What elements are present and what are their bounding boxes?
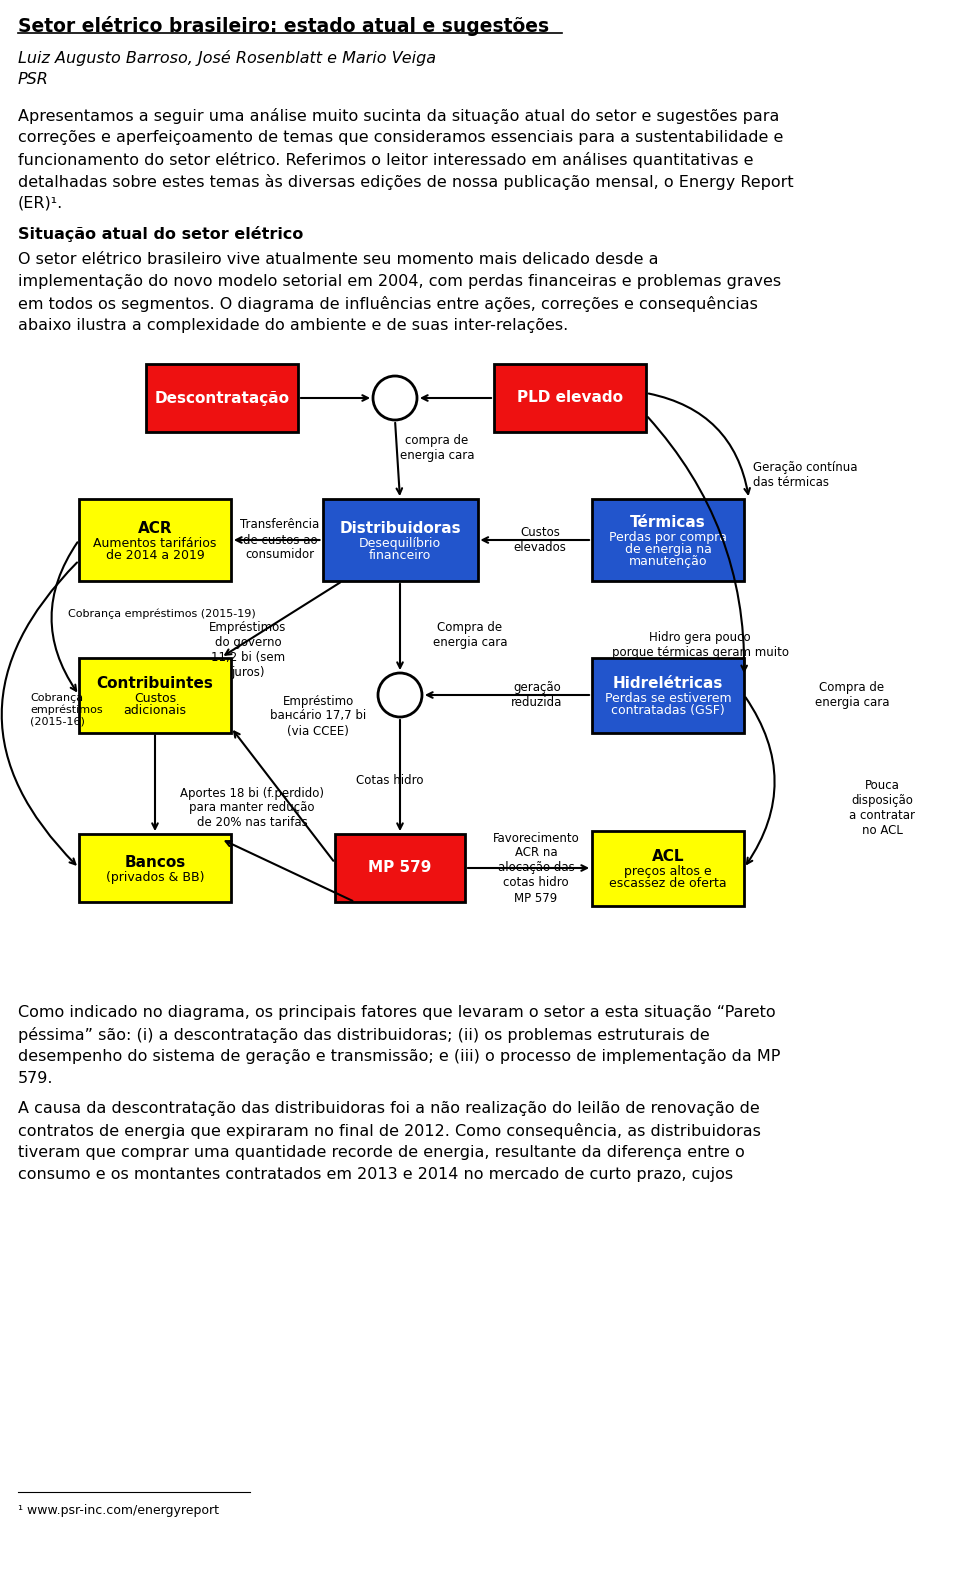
Text: Favorecimento
ACR na
alocação das
cotas hidro
MP 579: Favorecimento ACR na alocação das cotas … bbox=[492, 831, 580, 905]
Text: financeiro: financeiro bbox=[369, 549, 431, 562]
Text: Aportes 18 bi (f.perdido)
para manter redução
de 20% nas tarifas: Aportes 18 bi (f.perdido) para manter re… bbox=[180, 787, 324, 829]
Text: Contribuintes: Contribuintes bbox=[97, 675, 213, 691]
Text: ¹ www.psr-inc.com/energyreport: ¹ www.psr-inc.com/energyreport bbox=[18, 1505, 219, 1517]
Text: Descontratação: Descontratação bbox=[155, 390, 290, 406]
Text: detalhadas sobre estes temas às diversas edições de nossa publicação mensal, o E: detalhadas sobre estes temas às diversas… bbox=[18, 175, 794, 190]
Text: geração
reduzida: geração reduzida bbox=[512, 682, 563, 708]
Text: A causa da descontratação das distribuidoras foi a não realização do leilão de r: A causa da descontratação das distribuid… bbox=[18, 1100, 759, 1116]
Text: Perdas por compra: Perdas por compra bbox=[609, 530, 727, 545]
FancyBboxPatch shape bbox=[592, 831, 744, 905]
FancyBboxPatch shape bbox=[79, 658, 231, 732]
Text: MP 579: MP 579 bbox=[369, 861, 432, 875]
Text: Aumentos tarifários: Aumentos tarifários bbox=[93, 537, 217, 549]
Text: de energia na: de energia na bbox=[625, 543, 711, 556]
Text: O setor elétrico brasileiro vive atualmente seu momento mais delicado desde a: O setor elétrico brasileiro vive atualme… bbox=[18, 252, 659, 268]
Text: Compra de
energia cara: Compra de energia cara bbox=[433, 622, 507, 648]
Text: Situação atual do setor elétrico: Situação atual do setor elétrico bbox=[18, 227, 303, 242]
Text: abaixo ilustra a complexidade do ambiente e de suas inter-relações.: abaixo ilustra a complexidade do ambient… bbox=[18, 318, 568, 334]
Text: em todos os segmentos. O diagrama de influências entre ações, correções e conseq: em todos os segmentos. O diagrama de inf… bbox=[18, 296, 757, 312]
Text: ACR: ACR bbox=[137, 521, 172, 535]
Text: 579.: 579. bbox=[18, 1070, 54, 1086]
Text: Custos
elevados: Custos elevados bbox=[514, 526, 566, 554]
Text: manutenção: manutenção bbox=[629, 554, 708, 568]
Text: Perdas se estiverem: Perdas se estiverem bbox=[605, 693, 732, 705]
Text: correções e aperfeiçoamento de temas que consideramos essenciais para a sustenta: correções e aperfeiçoamento de temas que… bbox=[18, 131, 783, 145]
Text: Transferência
de custos ao
consumidor: Transferência de custos ao consumidor bbox=[240, 518, 320, 562]
Text: ACL: ACL bbox=[652, 848, 684, 864]
Text: Empréstimo
bанcário 17,7 bi
(via CCEE): Empréstimo bанcário 17,7 bi (via CCEE) bbox=[270, 694, 366, 738]
Text: Geração contínua
das térmicas: Geração contínua das térmicas bbox=[753, 461, 857, 490]
Text: implementação do novo modelo setorial em 2004, com perdas financeiras e problema: implementação do novo modelo setorial em… bbox=[18, 274, 781, 290]
Text: Pouca
disposição
a contratar
no ACL: Pouca disposição a contratar no ACL bbox=[849, 779, 915, 837]
Text: Térmicas: Térmicas bbox=[630, 515, 706, 530]
Text: PLD elevado: PLD elevado bbox=[517, 390, 623, 406]
Text: Bancos: Bancos bbox=[125, 855, 185, 870]
Text: Custos: Custos bbox=[134, 693, 176, 705]
Circle shape bbox=[378, 674, 422, 718]
Text: desempenho do sistema de geração e transmissão; e (iii) o processo de implementa: desempenho do sistema de geração e trans… bbox=[18, 1048, 780, 1064]
FancyBboxPatch shape bbox=[146, 364, 298, 431]
FancyBboxPatch shape bbox=[592, 658, 744, 732]
Text: Cobrança
empréstimos
(2015-16): Cobrança empréstimos (2015-16) bbox=[30, 693, 103, 727]
Text: Cotas hidro: Cotas hidro bbox=[356, 773, 423, 787]
Text: Hidrelétricas: Hidrelétricas bbox=[612, 675, 723, 691]
Text: funcionamento do setor elétrico. Referimos o leitor interessado em análises quan: funcionamento do setor elétrico. Referim… bbox=[18, 153, 754, 168]
Text: adicionais: adicionais bbox=[124, 704, 186, 716]
Text: Luiz Augusto Barroso, José Rosenblatt e Mario Veiga: Luiz Augusto Barroso, José Rosenblatt e … bbox=[18, 50, 436, 66]
Text: Como indicado no diagrama, os principais fatores que levaram o setor a esta situ: Como indicado no diagrama, os principais… bbox=[18, 1006, 776, 1020]
Text: Cobrança empréstimos (2015-19): Cobrança empréstimos (2015-19) bbox=[68, 609, 255, 619]
Text: (privados & BB): (privados & BB) bbox=[106, 870, 204, 885]
Text: contratos de energia que expiraram no final de 2012. Como consequência, as distr: contratos de energia que expiraram no fi… bbox=[18, 1122, 761, 1140]
Text: Apresentamos a seguir uma análise muito sucinta da situação atual do setor e sug: Apresentamos a seguir uma análise muito … bbox=[18, 109, 780, 124]
Circle shape bbox=[373, 376, 417, 420]
Text: Compra de
energia cara: Compra de energia cara bbox=[815, 682, 889, 708]
Text: Setor elétrico brasileiro: estado atual e sugestões: Setor elétrico brasileiro: estado atual … bbox=[18, 16, 549, 36]
Text: compra de
energia cara: compra de energia cara bbox=[399, 434, 474, 463]
Text: (ER)¹.: (ER)¹. bbox=[18, 197, 63, 211]
Text: contratadas (GSF): contratadas (GSF) bbox=[612, 704, 725, 716]
Text: tiveram que comprar uma quantidade recorde de energia, resultante da diferença e: tiveram que comprar uma quantidade recor… bbox=[18, 1144, 745, 1160]
Text: escassez de oferta: escassez de oferta bbox=[610, 877, 727, 889]
Text: Distribuidoras: Distribuidoras bbox=[339, 521, 461, 535]
FancyBboxPatch shape bbox=[323, 499, 477, 581]
Text: Hidro gera pouco
porque térmicas geram muito: Hidro gera pouco porque térmicas geram m… bbox=[612, 631, 788, 660]
Text: PSR: PSR bbox=[18, 72, 49, 87]
Text: péssima” são: (i) a descontratação das distribuidoras; (ii) os problemas estrutu: péssima” são: (i) a descontratação das d… bbox=[18, 1026, 709, 1044]
Text: Desequilíbrio: Desequilíbrio bbox=[359, 537, 441, 549]
Text: preços altos e: preços altos e bbox=[624, 866, 711, 878]
Text: de 2014 a 2019: de 2014 a 2019 bbox=[106, 549, 204, 562]
FancyBboxPatch shape bbox=[79, 834, 231, 902]
FancyBboxPatch shape bbox=[494, 364, 646, 431]
FancyBboxPatch shape bbox=[335, 834, 465, 902]
FancyBboxPatch shape bbox=[592, 499, 744, 581]
Text: Empréstimos
do governo
11,2 bi (sem
juros): Empréstimos do governo 11,2 bi (sem juro… bbox=[209, 622, 287, 678]
FancyBboxPatch shape bbox=[79, 499, 231, 581]
Text: consumo e os montantes contratados em 2013 e 2014 no mercado de curto prazo, cuj: consumo e os montantes contratados em 20… bbox=[18, 1166, 733, 1182]
